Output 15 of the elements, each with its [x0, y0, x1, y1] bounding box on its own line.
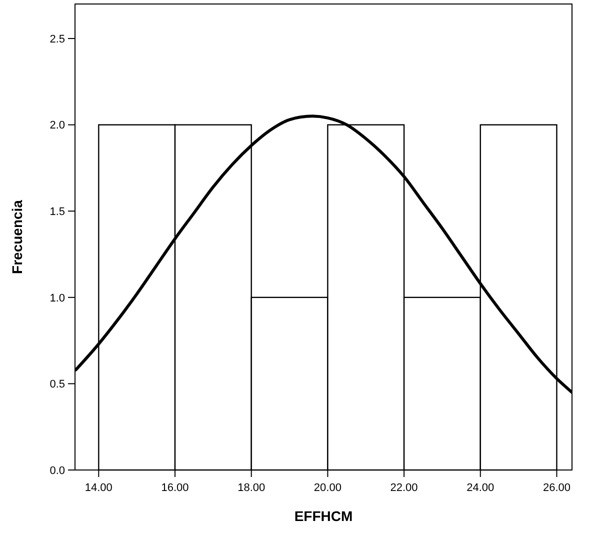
x-axis-title: EFFHCM: [294, 508, 353, 524]
x-tick-label: 26.00: [542, 482, 570, 494]
x-tick-label: 20.00: [314, 482, 342, 494]
x-tick-label: 22.00: [390, 482, 418, 494]
x-tick-label: 14.00: [84, 482, 112, 494]
x-tick-label: 18.00: [238, 482, 266, 494]
x-tick-label: 24.00: [466, 482, 494, 494]
y-tick-label: 2.0: [50, 120, 65, 132]
y-tick-label: 0.5: [50, 378, 65, 391]
y-tick-label: 2.5: [50, 33, 65, 46]
y-tick-label: 1.5: [50, 206, 65, 218]
y-tick-label: 0.0: [50, 464, 65, 477]
y-axis-title: Frecuencia: [9, 200, 25, 274]
y-tick-label: 1.0: [50, 292, 65, 304]
x-tick-label: 16.00: [161, 482, 189, 494]
